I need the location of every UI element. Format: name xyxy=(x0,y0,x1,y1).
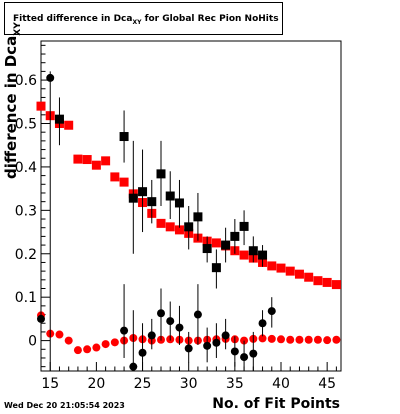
black-circle-point xyxy=(37,314,45,323)
x-axis-label: No. of Fit Points xyxy=(212,396,340,412)
x-tick-label: 20 xyxy=(87,376,105,392)
red-circle-point xyxy=(258,334,267,343)
black-square-point xyxy=(119,132,129,142)
date-stamp: Wed Dec 20 21:05:54 2023 xyxy=(4,401,125,410)
black-square-point xyxy=(128,193,138,203)
red-square-point xyxy=(239,250,249,260)
black-circle-point xyxy=(175,323,184,332)
red-square-point xyxy=(36,101,46,111)
red-square-point xyxy=(73,154,83,164)
red-circle-point xyxy=(110,338,119,347)
black-square-point xyxy=(258,250,268,260)
red-square-point xyxy=(285,266,295,276)
black-circle-point xyxy=(120,326,129,335)
red-circle-point xyxy=(277,335,285,344)
black-circle-point xyxy=(193,310,202,319)
black-circle-point xyxy=(203,341,212,350)
red-square-point xyxy=(64,120,74,130)
red-square-point xyxy=(174,225,184,235)
red-circle-point xyxy=(313,335,322,344)
plot-frame xyxy=(40,40,342,372)
black-circle-point xyxy=(240,353,249,362)
black-square-point xyxy=(156,169,166,179)
black-circle-point xyxy=(249,349,258,358)
chart-title-rest: for Global Rec Pion NoHits xyxy=(141,14,279,24)
x-tick-label: 30 xyxy=(180,376,198,392)
red-square-point xyxy=(82,155,92,165)
red-square-point xyxy=(294,269,304,279)
red-square-point xyxy=(110,172,120,182)
red-square-point xyxy=(156,218,166,228)
red-square-point xyxy=(165,222,175,232)
black-circle-point xyxy=(230,347,239,356)
black-square-point xyxy=(211,263,221,273)
red-square-point xyxy=(304,272,314,282)
black-square-point xyxy=(239,221,249,231)
black-circle-point xyxy=(267,307,276,316)
black-square-point xyxy=(174,198,184,208)
y-tick-label: 0.4 xyxy=(15,160,37,176)
y-tick-label: 0 xyxy=(28,334,37,350)
red-circle-point xyxy=(267,334,276,343)
black-square-point xyxy=(248,246,258,256)
black-circle-point xyxy=(46,73,55,82)
black-square-point xyxy=(147,197,157,207)
red-circle-point xyxy=(295,335,304,344)
red-circle-point xyxy=(83,345,92,354)
red-square-point xyxy=(322,277,332,287)
red-circle-point xyxy=(92,343,101,352)
black-circle-point xyxy=(129,362,138,371)
red-square-point xyxy=(211,238,221,248)
black-circle-point xyxy=(138,348,147,357)
red-circle-point xyxy=(55,330,64,339)
red-circle-point xyxy=(332,335,341,344)
red-square-point xyxy=(119,177,129,187)
red-square-point xyxy=(267,261,277,271)
x-tick-label: 40 xyxy=(272,376,290,392)
red-square-point xyxy=(101,156,111,166)
black-circle-point xyxy=(221,331,230,340)
x-tick-label: 15 xyxy=(41,376,59,392)
red-circle-point xyxy=(323,336,332,345)
chart-title-main: Fitted difference in Dca xyxy=(13,14,133,24)
y-tick-label: 0.2 xyxy=(15,247,37,263)
chart-title-subscript: XY xyxy=(132,18,142,26)
black-square-point xyxy=(54,114,64,124)
black-square-point xyxy=(138,187,148,197)
y-tick-label: 0.3 xyxy=(15,203,37,219)
black-square-point xyxy=(165,191,175,201)
black-circle-point xyxy=(157,309,165,318)
y-tick-label: 0.5 xyxy=(15,117,37,133)
red-circle-point xyxy=(304,335,313,344)
black-square-point xyxy=(193,212,203,222)
red-circle-point xyxy=(286,335,295,344)
chart-title-box: Fitted difference in DcaXY for Global Re… xyxy=(4,2,283,35)
black-circle-point xyxy=(212,338,221,347)
red-square-point xyxy=(313,276,323,286)
x-tick-label: 45 xyxy=(318,376,336,392)
black-square-point xyxy=(230,231,240,241)
black-circle-point xyxy=(184,344,193,353)
red-square-point xyxy=(331,280,341,290)
red-circle-point xyxy=(73,346,82,355)
y-tick-label: 0.6 xyxy=(15,73,37,89)
black-square-point xyxy=(184,222,194,232)
x-tick-label: 35 xyxy=(226,376,244,392)
black-square-point xyxy=(202,244,212,254)
red-square-point xyxy=(91,160,101,170)
x-tick-label: 25 xyxy=(134,376,152,392)
red-circle-point xyxy=(101,340,110,349)
black-square-point xyxy=(221,240,231,250)
black-circle-point xyxy=(166,317,175,326)
black-circle-point xyxy=(147,331,156,340)
red-circle-point xyxy=(64,336,73,345)
red-square-point xyxy=(276,263,286,273)
black-circle-point xyxy=(258,319,267,328)
chart-title: Fitted difference in DcaXY for Global Re… xyxy=(13,14,279,26)
y-tick-label: 0.1 xyxy=(15,290,37,306)
